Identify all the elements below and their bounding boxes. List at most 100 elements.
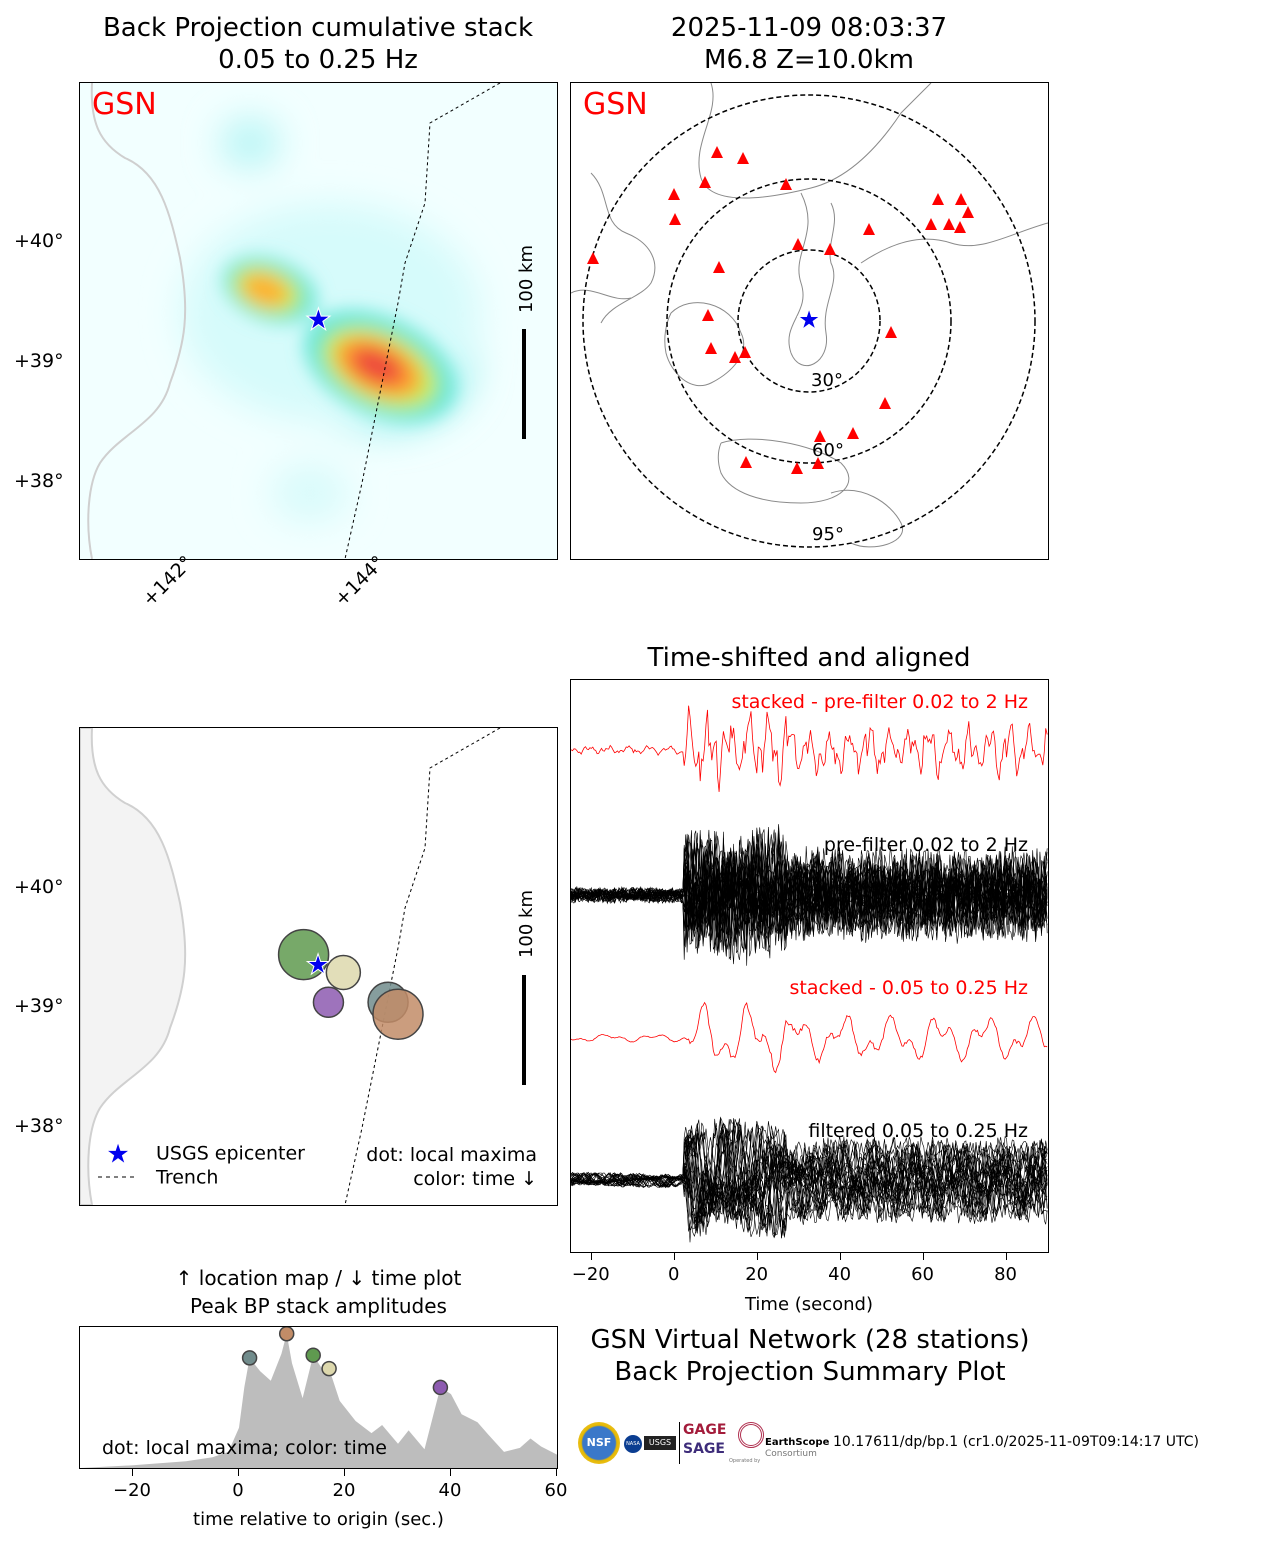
- legend-trench-label: Trench: [155, 1167, 218, 1189]
- station-triangle: [729, 351, 741, 363]
- timeplot-tick-label: 20: [332, 1480, 356, 1501]
- waveform: [571, 837, 1048, 954]
- timeplot-title-line1: ↑ location map / ↓ time plot: [175, 1266, 462, 1290]
- traces-tick-mark: [756, 1253, 758, 1260]
- maxima-dot: [372, 988, 424, 1040]
- station-triangle: [668, 188, 680, 200]
- epicenter-star: ★: [305, 303, 332, 338]
- timeplot-svg: dot: local maxima; color: time: [80, 1327, 557, 1468]
- summary-title: GSN Virtual Network (28 stations) Back P…: [560, 1324, 1060, 1388]
- station-triangle: [711, 146, 723, 158]
- earthscope-logo: EarthScope: [765, 1437, 830, 1448]
- station-triangle: [740, 456, 752, 468]
- traces-panel: stacked - pre-filter 0.02 to 2 Hz pre-fi…: [570, 679, 1049, 1253]
- maxima-dot: [312, 986, 345, 1019]
- peak-amplitude-timeplot: dot: local maxima; color: time: [79, 1326, 558, 1469]
- station-globe-map: 30° 60° 95° ★ GSN: [570, 82, 1049, 560]
- lat-tick-38-lower: +38°: [14, 1115, 64, 1137]
- station-triangle: [812, 457, 824, 469]
- location-svg: ★ 100 km ★ USGS epicenter Trench dot: lo…: [80, 728, 537, 1205]
- timeplot-title: ↑ location map / ↓ time plot Peak BP sta…: [79, 1264, 558, 1320]
- station-triangle: [925, 218, 937, 230]
- ring-label-30: 30°: [811, 370, 843, 391]
- lon-tick-142: +142°: [138, 551, 198, 611]
- amplitude-envelope: [80, 1333, 557, 1468]
- ring-label-95: 95°: [812, 524, 844, 545]
- heatmap-svg: ★ 100 km: [80, 83, 557, 559]
- station-triangle: [824, 243, 836, 255]
- scale-label: 100 km: [516, 245, 537, 313]
- bp-title-line1: Back Projection cumulative stack: [102, 13, 534, 43]
- traces-tick-label: 80: [994, 1264, 1017, 1285]
- station-triangle: [780, 178, 792, 190]
- scale-label: 100 km: [516, 890, 537, 958]
- timeplot-maxima-dot: [432, 1379, 449, 1396]
- heatmap-blobs-inner: [223, 257, 456, 422]
- event-datetime: 2025-11-09 08:03:37: [670, 13, 948, 43]
- consortium-text: Consortium: [765, 1449, 817, 1459]
- timeplot-tick-label: 60: [544, 1480, 568, 1501]
- event-title: 2025-11-09 08:03:37 M6.8 Z=10.0km: [570, 12, 1048, 76]
- waveform: [571, 1120, 1048, 1231]
- traces-tick-mark: [922, 1253, 924, 1260]
- waveform: [571, 1125, 1048, 1238]
- lat-tick-38: +38°: [14, 470, 64, 492]
- epicenter-star: ★: [305, 948, 330, 981]
- timeplot-maxima-dot: [278, 1327, 295, 1342]
- bp-heatmap-map: ★ 100 km GSN: [79, 82, 558, 560]
- network-label: GSN: [583, 87, 648, 122]
- network-label: GSN: [92, 87, 157, 122]
- station-triangle: [954, 221, 966, 233]
- maxima-dots: [277, 928, 424, 1040]
- trace-label-filtered: filtered 0.05 to 0.25 Hz: [808, 1120, 1028, 1142]
- traces-xlabel: Time (second): [744, 1294, 873, 1315]
- maxima-dot: [325, 954, 362, 991]
- waveform: [571, 1128, 1048, 1235]
- coastline: [87, 83, 187, 559]
- station-triangle: [792, 238, 804, 250]
- station-triangle: [737, 152, 749, 164]
- waveform: [571, 1123, 1048, 1233]
- trench-line: [344, 728, 501, 1205]
- legend-epicenter-star: ★: [106, 1140, 129, 1170]
- sage-logo: SAGE: [683, 1441, 725, 1457]
- logo-row: NSF NASA USGS GAGE SAGE EarthScope Conso…: [578, 1420, 833, 1466]
- lon-tick-144: +144°: [330, 551, 390, 611]
- doi-citation: 10.17611/dp/bp.1 (cr1.0/2025-11-09T09:14…: [833, 1434, 1199, 1450]
- waveform: [571, 831, 1048, 950]
- station-triangle: [669, 213, 681, 225]
- earthscope-icon: [738, 1422, 764, 1448]
- timeplot-title-line2: Peak BP stack amplitudes: [190, 1294, 447, 1318]
- traces-tick-mark: [1005, 1253, 1007, 1260]
- waveform: [571, 1126, 1048, 1234]
- traces-tick-mark: [590, 1253, 592, 1260]
- summary-title-line1: GSN Virtual Network (28 stations): [590, 1325, 1030, 1355]
- timeplot-tick-mark: [450, 1469, 451, 1476]
- waveform: [571, 834, 1048, 951]
- gage-logo: GAGE: [683, 1422, 727, 1438]
- maxima-location-map: ★ 100 km ★ USGS epicenter Trench dot: lo…: [79, 727, 558, 1206]
- trace-label-stacked-prefilter: stacked - pre-filter 0.02 to 2 Hz: [731, 691, 1028, 713]
- distance-rings: [582, 94, 1036, 548]
- nsf-logo: NSF: [578, 1422, 620, 1464]
- ring-95: [582, 94, 1036, 548]
- operated-by-text: Operated by: [729, 1458, 761, 1464]
- timeplot-tick-mark: [132, 1469, 133, 1476]
- lat-tick-39: +39°: [14, 350, 64, 372]
- station-triangle: [705, 342, 717, 354]
- station-triangle: [587, 252, 599, 264]
- waveform: [571, 830, 1048, 948]
- timeplot-tick-mark: [556, 1469, 557, 1476]
- traces-tick-label: 20: [745, 1264, 769, 1285]
- land-mass: [80, 728, 187, 1205]
- waveform: [571, 705, 1048, 792]
- station-triangle: [739, 346, 751, 358]
- station-triangle: [943, 218, 955, 230]
- ring-label-60: 60°: [812, 440, 844, 461]
- event-magnitude-depth: M6.8 Z=10.0km: [704, 45, 914, 75]
- logo-divider: [679, 1422, 680, 1464]
- station-triangle: [699, 176, 711, 188]
- lat-tick-40: +40°: [14, 230, 64, 252]
- ring-60: [666, 178, 952, 464]
- traces-tick-label: −20: [571, 1264, 610, 1285]
